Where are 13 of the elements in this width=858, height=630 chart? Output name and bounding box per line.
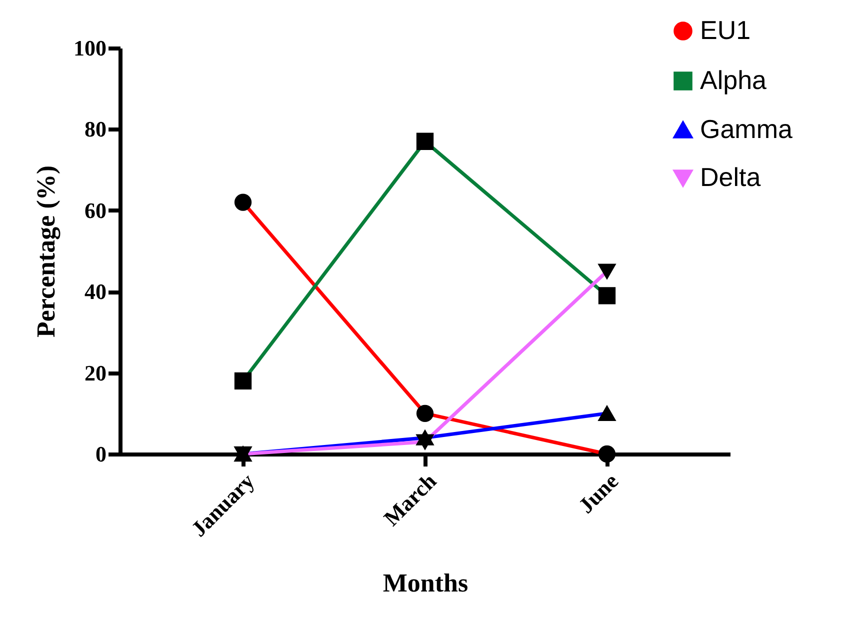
x-axis-title: Months <box>382 568 468 598</box>
y-tick-label: 20 <box>84 360 106 386</box>
legend-label: EU1 <box>700 15 751 45</box>
y-tick-label: 100 <box>74 36 106 60</box>
legend-label: Delta <box>700 162 762 192</box>
y-tick-label: 80 <box>84 116 106 142</box>
x-tick-label: June <box>573 468 624 518</box>
y-tick-label: 0 <box>96 442 106 466</box>
y-tick-label: 60 <box>84 198 106 223</box>
y-tick-label: 40 <box>84 279 106 304</box>
legend-label: Alpha <box>700 65 768 95</box>
legend-label: Gamma <box>700 114 793 144</box>
y-axis-title: Percentage (%) <box>32 165 60 338</box>
